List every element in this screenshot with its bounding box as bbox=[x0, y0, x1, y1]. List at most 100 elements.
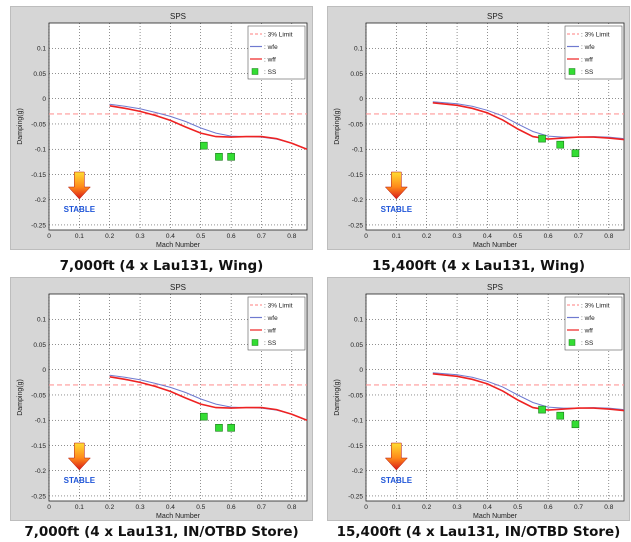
x-tick-label: 0.1 bbox=[75, 233, 84, 240]
y-tick-label: -0.05 bbox=[31, 392, 46, 399]
y-tick-label: 0.05 bbox=[350, 342, 363, 349]
y-tick-label: -0.1 bbox=[352, 147, 364, 154]
x-tick-label: 0.6 bbox=[227, 504, 236, 511]
legend-label: : SS bbox=[581, 69, 594, 76]
chart-title: SPS bbox=[487, 12, 503, 21]
x-tick-label: 0.4 bbox=[166, 504, 175, 511]
x-tick-label: 0.6 bbox=[544, 504, 553, 511]
x-tick-label: 0.2 bbox=[105, 233, 114, 240]
ss-marker bbox=[200, 413, 207, 420]
y-tick-label: -0.15 bbox=[31, 443, 46, 450]
ss-marker bbox=[572, 150, 579, 157]
x-tick-label: 0.4 bbox=[166, 233, 175, 240]
stable-label: STABLE bbox=[381, 205, 413, 214]
y-tick-label: -0.25 bbox=[348, 222, 363, 229]
chart-title: SPS bbox=[170, 283, 186, 292]
legend-label: : 3% Limit bbox=[581, 302, 610, 309]
legend-swatch-ss bbox=[569, 340, 575, 346]
x-tick-label: 0.7 bbox=[574, 504, 583, 511]
x-axis-label: Mach Number bbox=[473, 242, 518, 249]
y-tick-label: 0.1 bbox=[354, 317, 363, 324]
legend: : 3% Limit : wfe : wff : SS bbox=[565, 26, 622, 79]
y-tick-label: 0.1 bbox=[37, 46, 46, 53]
y-tick-label: -0.15 bbox=[348, 443, 363, 450]
stable-label: STABLE bbox=[381, 476, 413, 485]
y-tick-label: -0.05 bbox=[348, 121, 363, 128]
y-tick-label: -0.15 bbox=[31, 172, 46, 179]
x-tick-label: 0.1 bbox=[75, 504, 84, 511]
x-tick-label: 0 bbox=[364, 504, 368, 511]
y-tick-label: -0.05 bbox=[31, 121, 46, 128]
y-tick-label: 0.05 bbox=[33, 71, 46, 78]
y-tick-label: -0.1 bbox=[35, 418, 47, 425]
ss-marker bbox=[228, 153, 235, 160]
y-tick-label: 0.05 bbox=[33, 342, 46, 349]
legend-label: : wff bbox=[264, 56, 276, 63]
x-tick-label: 0.1 bbox=[392, 504, 401, 511]
chart-svg-1: SPS 0 0.1 0.2 0.3 0.4 0.5 0.6 0.7 0.8 0.1 0.05 0 -0.0… bbox=[11, 7, 314, 251]
legend-label: : wfe bbox=[581, 44, 595, 51]
y-axis-label: Damping(g) bbox=[334, 379, 341, 416]
x-tick-label: 0 bbox=[47, 504, 51, 511]
x-tick-label: 0.4 bbox=[483, 504, 492, 511]
x-tick-label: 0.2 bbox=[105, 504, 114, 511]
chart-title: SPS bbox=[170, 12, 186, 21]
ss-marker bbox=[539, 406, 546, 413]
x-tick-label: 0.5 bbox=[513, 504, 522, 511]
chart-panel-1: SPS 0 0.1 0.2 0.3 0.4 0.5 0.6 0.7 0.8 0.1 0.05 0 -0.0… bbox=[10, 6, 313, 250]
ss-marker bbox=[228, 424, 235, 431]
x-axis-label: Mach Number bbox=[473, 513, 518, 520]
chart-title: SPS bbox=[487, 283, 503, 292]
stable-label: STABLE bbox=[64, 205, 96, 214]
legend-label: : wff bbox=[581, 56, 593, 63]
y-axis-label: Damping(g) bbox=[334, 108, 341, 145]
legend-swatch-ss bbox=[569, 69, 575, 75]
legend-label: : wfe bbox=[264, 315, 278, 322]
ss-marker bbox=[215, 424, 222, 431]
x-tick-label: 0.5 bbox=[196, 233, 205, 240]
y-axis-label: Damping(g) bbox=[17, 108, 24, 145]
ss-marker bbox=[557, 412, 564, 419]
legend-label: : wfe bbox=[264, 44, 278, 51]
x-tick-label: 0.4 bbox=[483, 233, 492, 240]
chart-panel-3: SPS 0 0.1 0.2 0.3 0.4 0.5 0.6 0.7 0.8 0.1 0.05 0 -0.0… bbox=[10, 277, 313, 521]
x-tick-label: 0 bbox=[47, 233, 51, 240]
x-tick-label: 0.8 bbox=[287, 504, 296, 511]
y-tick-label: -0.2 bbox=[352, 468, 364, 475]
x-tick-label: 0.8 bbox=[287, 233, 296, 240]
legend: : 3% Limit: wfe: wff: SS bbox=[565, 297, 622, 350]
legend-label: : SS bbox=[581, 340, 594, 347]
x-tick-label: 0.2 bbox=[422, 504, 431, 511]
x-tick-label: 0.3 bbox=[136, 504, 145, 511]
legend-swatch-ss bbox=[252, 69, 258, 75]
x-tick-label: 0.8 bbox=[604, 504, 613, 511]
legend-label: : 3% Limit bbox=[264, 302, 293, 309]
stable-label: STABLE bbox=[64, 476, 96, 485]
x-axis-label: Mach Number bbox=[156, 242, 201, 249]
legend-label: : wfe bbox=[581, 315, 595, 322]
x-tick-label: 0 bbox=[364, 233, 368, 240]
x-tick-label: 0.2 bbox=[422, 233, 431, 240]
ss-marker bbox=[572, 421, 579, 428]
x-tick-label: 0.1 bbox=[392, 233, 401, 240]
y-tick-label: -0.25 bbox=[348, 493, 363, 500]
legend-swatch-ss bbox=[252, 340, 258, 346]
ss-marker bbox=[215, 153, 222, 160]
y-tick-label: -0.2 bbox=[35, 197, 47, 204]
legend-label: : 3% Limit bbox=[581, 31, 610, 38]
chart-caption-1: 7,000ft (4 x Lau131, Wing) bbox=[4, 258, 319, 274]
y-tick-label: -0.25 bbox=[31, 493, 46, 500]
x-tick-label: 0.6 bbox=[227, 233, 236, 240]
ss-marker bbox=[539, 135, 546, 142]
x-tick-label: 0.5 bbox=[196, 504, 205, 511]
y-tick-label: 0 bbox=[42, 96, 46, 103]
y-tick-label: -0.2 bbox=[352, 197, 364, 204]
y-tick-label: -0.1 bbox=[35, 147, 47, 154]
chart-panel-4: SPS 0 0.1 0.2 0.3 0.4 0.5 0.6 0.7 0.8 0.1 0.05 0 -0.0… bbox=[327, 277, 630, 521]
y-tick-label: -0.25 bbox=[31, 222, 46, 229]
chart-caption-3: 7,000ft (4 x Lau131, IN/OTBD Store) bbox=[4, 524, 319, 540]
y-tick-label: 0 bbox=[42, 367, 46, 374]
legend: : 3% Limit: wfe: wff: SS bbox=[248, 26, 305, 79]
chart-caption-4: 15,400ft (4 x Lau131, IN/OTBD Store) bbox=[321, 524, 631, 540]
x-tick-label: 0.3 bbox=[136, 233, 145, 240]
